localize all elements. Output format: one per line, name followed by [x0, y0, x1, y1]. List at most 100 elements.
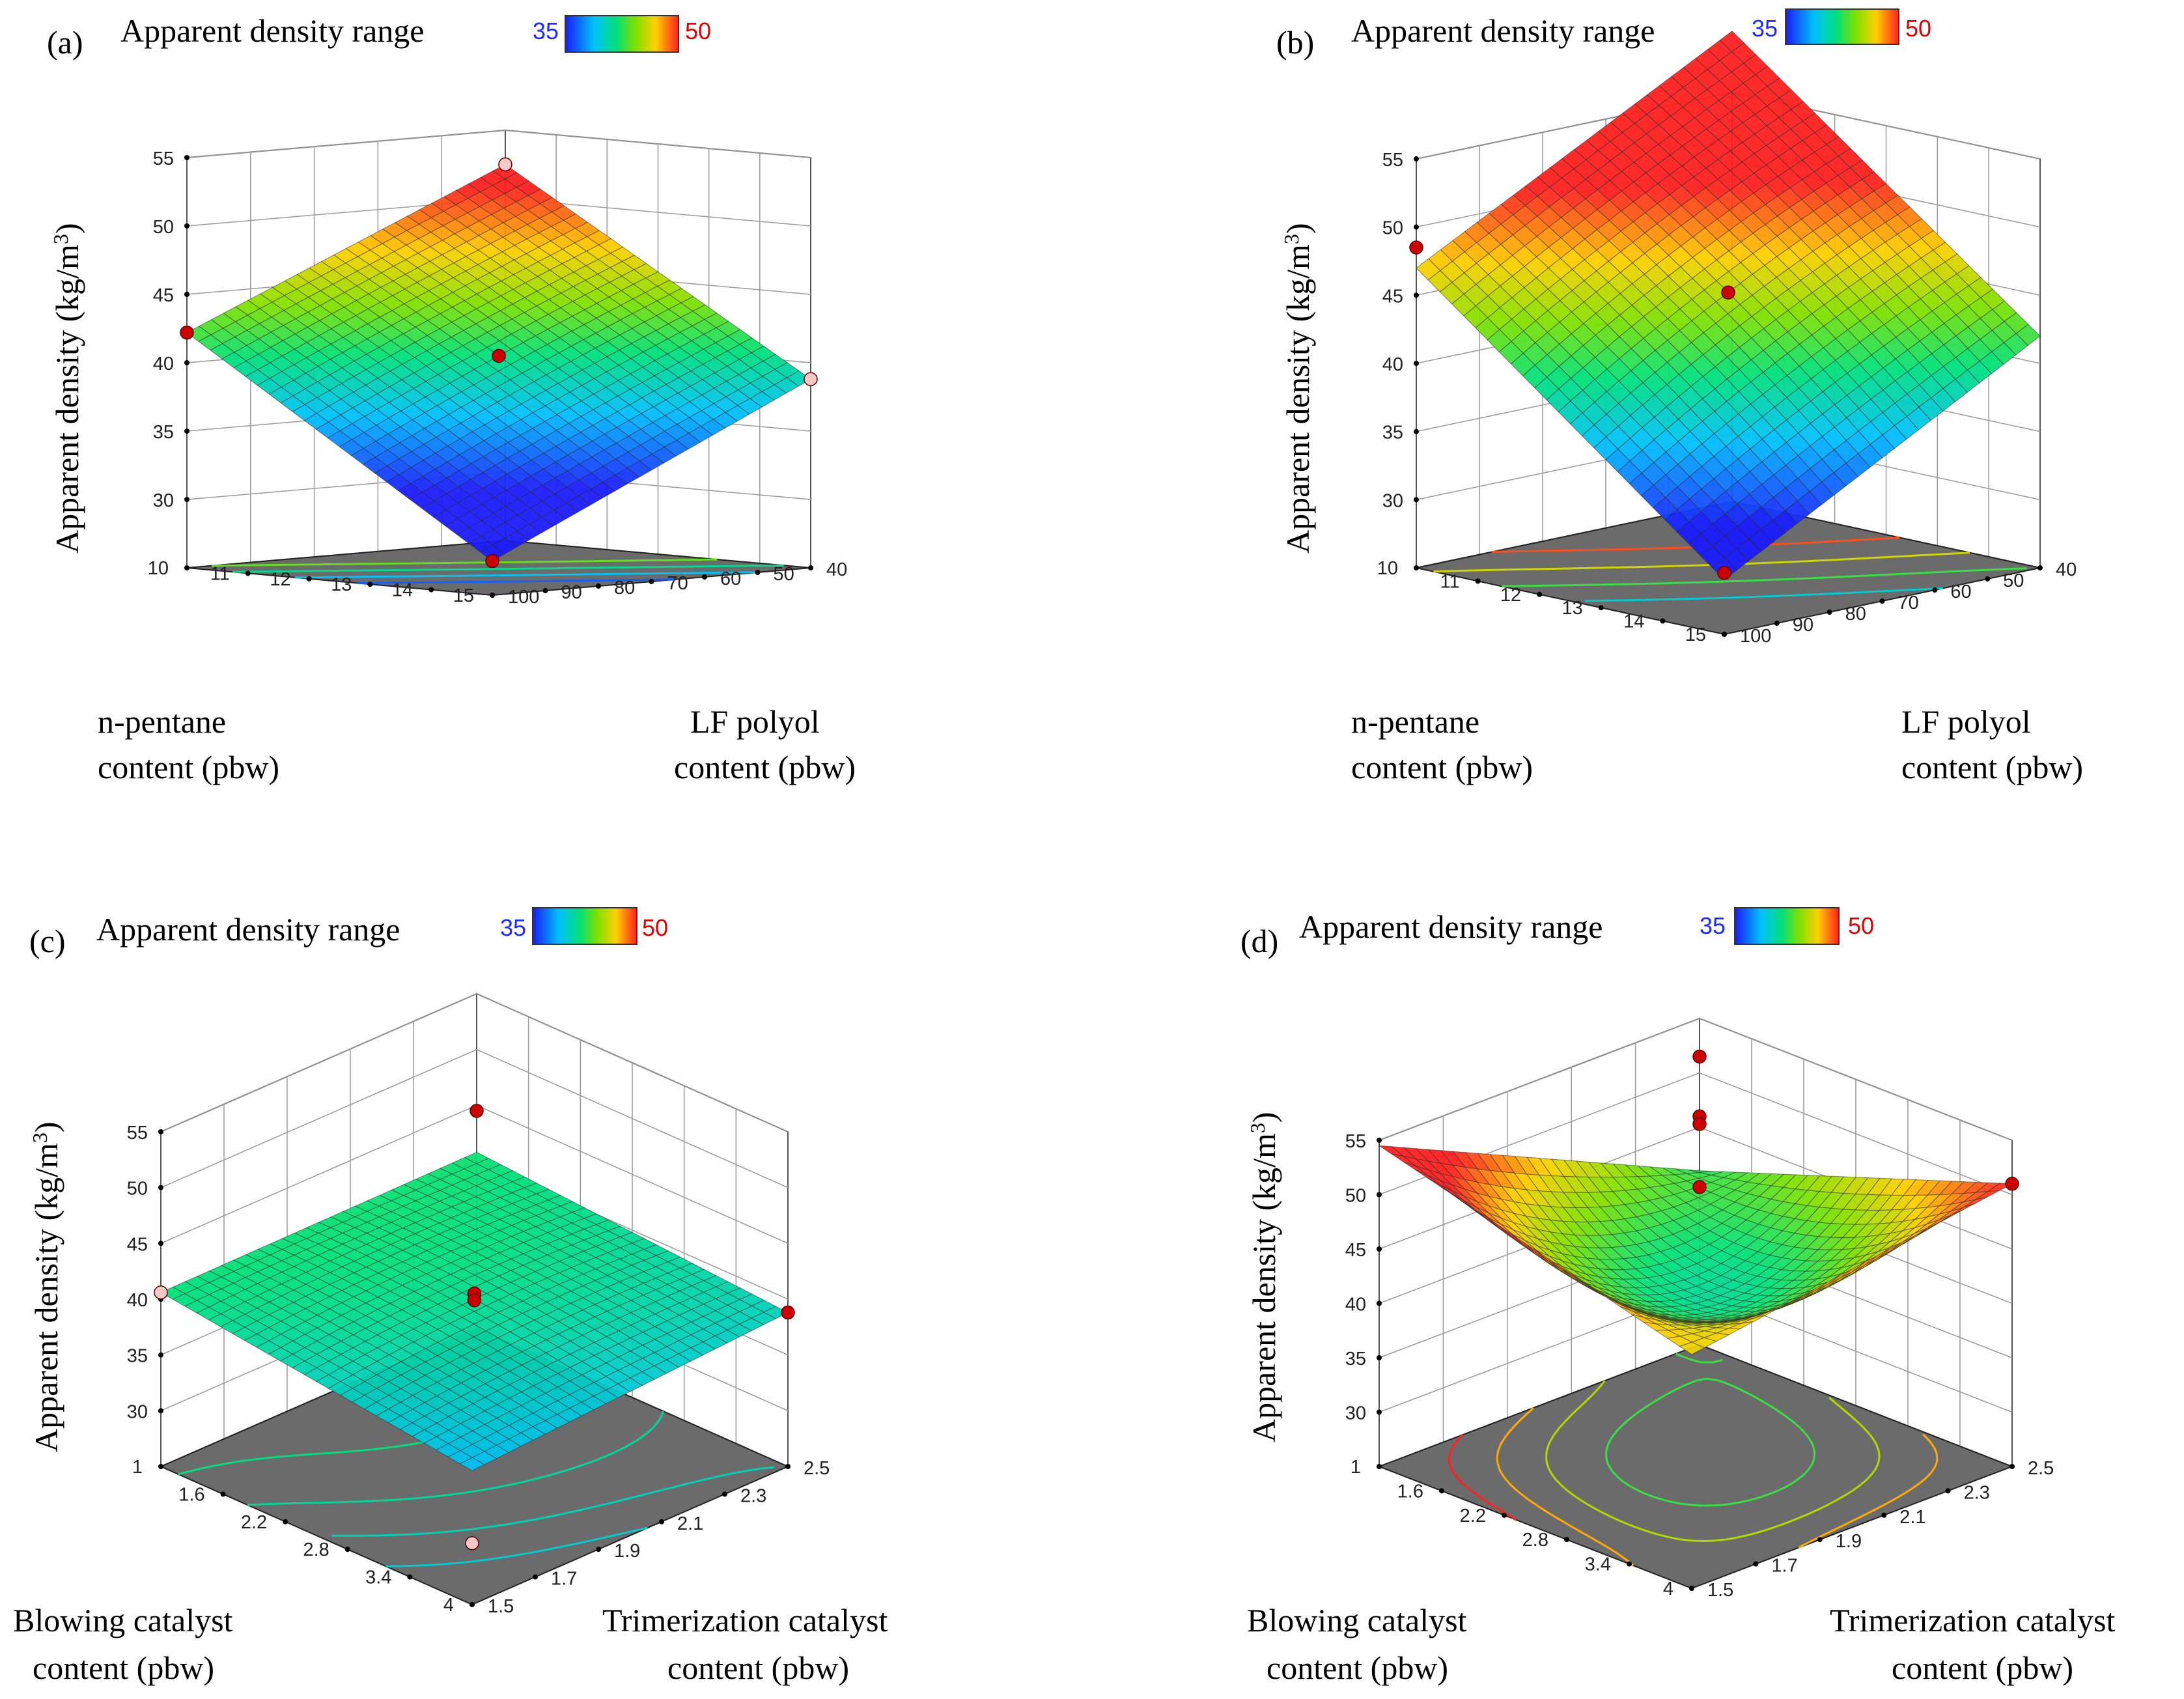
right-tick-label: 60	[1950, 582, 1971, 602]
range-max: 50	[1905, 15, 1931, 42]
z-tick-dot	[1414, 224, 1419, 230]
left-tick-label: 14	[392, 580, 413, 601]
right-tick-label: 70	[1898, 593, 1919, 613]
left-tick-dot	[1660, 618, 1666, 624]
panel-label: (b)	[1276, 24, 1314, 61]
contour-line	[1496, 1407, 1939, 1567]
left-axis-title-line1: Blowing catalyst	[13, 1602, 233, 1638]
left-tick-dot	[367, 582, 373, 587]
z-title-sup: 3	[1280, 234, 1303, 244]
right-tick-label: 60	[720, 569, 741, 589]
left-axis-ticks: 1 1.6 2.2 2.8 3.4 4	[1351, 1457, 1694, 1599]
right-axis-title-line1: Trimerization catalyst	[602, 1602, 888, 1638]
design-point	[154, 1285, 168, 1300]
right-tick-dot	[1827, 610, 1832, 615]
contour-line	[232, 564, 784, 573]
left-axis-title-line2: content (pbw)	[1351, 749, 1533, 785]
range-min: 35	[1700, 912, 1726, 939]
right-tick-label: 1.7	[551, 1569, 577, 1590]
left-tick-label: 2.8	[1522, 1530, 1548, 1551]
left-axis-title-line2: content (pbw)	[1267, 1650, 1448, 1686]
right-tick-label: 2.3	[1964, 1482, 1990, 1503]
right-axis-ticks: 40 50 60 70 80 90 100	[1722, 559, 2077, 647]
left-tick-dot	[1598, 605, 1604, 611]
plot-area: 30 35 40 45 50 55 10 11 12 13 14 15 40 50 60 70 80 90 100	[148, 129, 847, 608]
left-tick-label: 12	[270, 569, 290, 590]
left-tick-label: 3.4	[365, 1567, 391, 1588]
right-axis-title-line2: content (pbw)	[667, 1650, 849, 1686]
z-tick-label: 30	[127, 1401, 148, 1422]
z-tick-label: 40	[153, 354, 174, 374]
left-axis-title-line1: n-pentane	[1351, 703, 1479, 740]
z-title-main: Apparent density (kg/m	[1280, 244, 1316, 554]
left-tick-label: 15	[453, 585, 474, 606]
range-min: 35	[1752, 15, 1778, 42]
z-axis-ticks: 30 35 40 45 50 55	[127, 1123, 163, 1422]
right-axis-ticks: 2.5 2.3 2.1 1.9 1.7 1.5	[1689, 1458, 2054, 1601]
left-tick-label: 13	[1562, 598, 1583, 619]
right-axis-title-line2: content (pbw)	[674, 749, 856, 785]
design-point	[180, 326, 194, 340]
contour-line	[331, 1466, 774, 1537]
left-tick-label: 2.2	[1460, 1506, 1486, 1526]
z-tick-dot	[1377, 1246, 1382, 1252]
design-point	[485, 554, 499, 569]
right-tick-label: 90	[561, 582, 582, 603]
right-tick-dot	[2037, 565, 2043, 570]
z-title-main: Apparent density (kg/m	[49, 244, 85, 554]
right-axis-title-line1: Trimerization catalyst	[1830, 1602, 2115, 1638]
left-tick-label: 13	[331, 574, 352, 595]
z-tick-dot	[1377, 1138, 1382, 1143]
right-tick-dot	[533, 1574, 538, 1580]
z-title-sup: 3	[1246, 1123, 1269, 1133]
left-tick-label: 3.4	[1585, 1554, 1611, 1575]
design-points	[180, 157, 818, 569]
z-tick-dot	[1377, 1300, 1382, 1306]
z-title-close: )	[1246, 1112, 1282, 1123]
z-tick-label: 50	[127, 1179, 148, 1200]
right-tick-label: 2.1	[677, 1513, 703, 1534]
range-title: Apparent density range	[96, 911, 400, 948]
z-axis-title: Apparent density (kg/m3)	[1280, 223, 1316, 554]
range-max: 50	[1848, 912, 1874, 939]
right-axis-title-line2: content (pbw)	[1901, 749, 2083, 785]
left-tick-dot	[1439, 1488, 1444, 1494]
contour-line	[385, 1526, 648, 1567]
right-tick-dot	[1945, 1488, 1951, 1494]
right-tick-label: 1.9	[614, 1541, 640, 1562]
right-tick-label: 40	[826, 559, 847, 580]
z-tick-dot	[1414, 292, 1419, 298]
right-tick-dot	[659, 1519, 664, 1524]
range-title: Apparent density range	[1351, 12, 1655, 49]
left-axis-title-line2: content (pbw)	[98, 749, 279, 785]
z-tick-label: 45	[153, 285, 174, 306]
z-tick-label: 45	[127, 1234, 148, 1255]
left-tick-dot	[184, 565, 189, 570]
right-axis-ticks: 2.5 2.3 2.1 1.9 1.7 1.5	[469, 1458, 830, 1617]
right-tick-label: 50	[774, 564, 794, 585]
z-tick-dot	[158, 1241, 163, 1246]
contour-line	[1502, 567, 2027, 587]
z-tick-label: 30	[153, 490, 174, 511]
left-axis-title-line1: n-pentane	[98, 703, 226, 740]
left-axis-ticks: 10 11 12 13 14 15	[1377, 558, 1727, 645]
right-tick-label: 2.5	[804, 1458, 830, 1479]
plot-area: 30 35 40 45 50 55 1 1.6 2.2 2.8 3.4 4 2.5 2.3 2.1 1.9 1.…	[127, 992, 830, 1617]
right-axis-title-line1: LF polyol	[1901, 703, 2031, 740]
panel-label: (c)	[29, 923, 66, 959]
panel-label: (d)	[1240, 923, 1278, 959]
colorbar	[532, 907, 637, 945]
right-tick-dot	[2009, 1464, 2015, 1469]
z-tick-dot	[158, 1352, 163, 1358]
right-tick-label: 70	[667, 573, 688, 594]
range-min: 35	[500, 914, 526, 941]
right-tick-label: 1.7	[1771, 1556, 1797, 1577]
design-point	[781, 1305, 795, 1320]
right-axis-ticks: 40 50 60 70 80 90 100	[490, 559, 847, 608]
range-max: 50	[685, 18, 711, 44]
left-tick-label: 10	[1377, 558, 1398, 579]
design-points	[1692, 1049, 2019, 1194]
range-max: 50	[642, 914, 668, 941]
z-tick-label: 55	[1345, 1131, 1366, 1152]
